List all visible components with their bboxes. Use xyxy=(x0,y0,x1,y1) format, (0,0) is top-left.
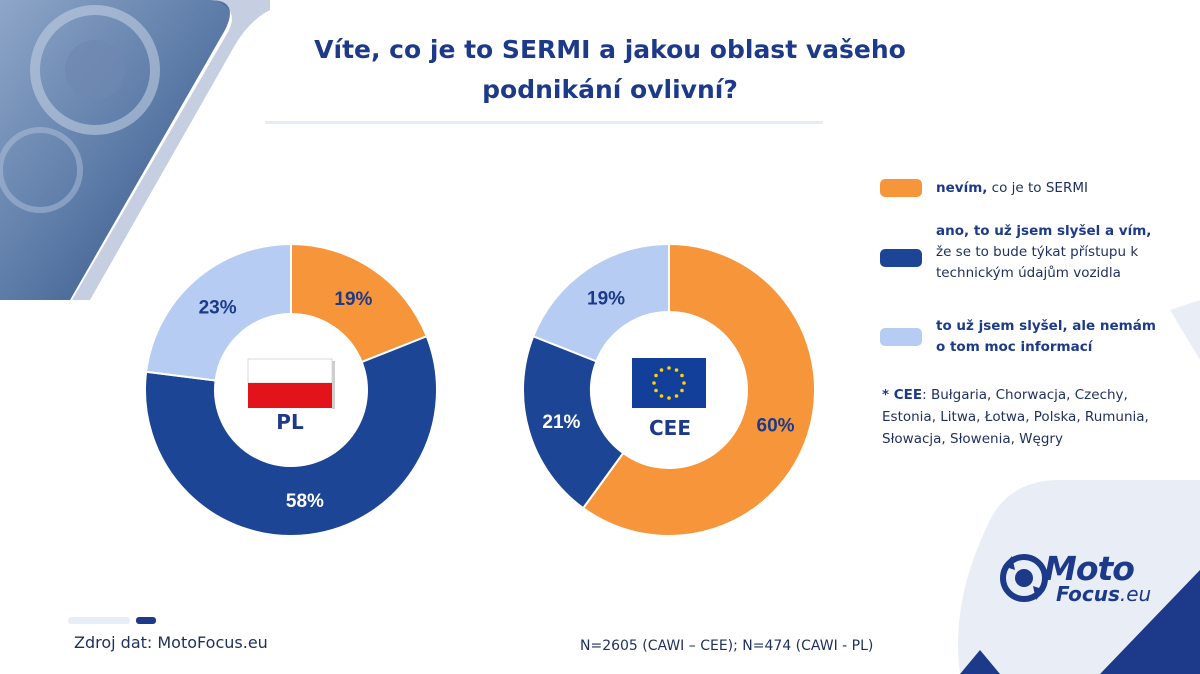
legend-label-rest: že se to bude týkat přístupu k technický… xyxy=(936,244,1139,281)
eu-star xyxy=(652,381,656,385)
eu-star xyxy=(654,388,658,393)
donut-slice-cee-1 xyxy=(522,334,625,510)
eu-star xyxy=(680,373,684,378)
eu-star xyxy=(659,368,664,372)
data-source: Zdroj dat: MotoFocus.eu xyxy=(74,633,268,652)
donut-slice-cee-2 xyxy=(531,242,670,363)
data-label-cee-2: 19% xyxy=(587,288,625,309)
donut-chart-pl: 19% 58% 23% xyxy=(144,242,438,537)
eu-star xyxy=(674,394,679,398)
eu-flag xyxy=(632,358,706,408)
legend-item-slysel: to už jsem slyšel, ale nemám o tom moc i… xyxy=(880,316,1156,358)
logo-text-moto: Moto xyxy=(1044,549,1135,588)
legend-swatch-dark-blue xyxy=(880,249,922,267)
eu-star xyxy=(654,373,658,378)
data-label-cee-0: 60% xyxy=(757,416,795,437)
legend-label-bold: to už jsem slyšel, ale nemám o tom moc i… xyxy=(936,318,1156,355)
cee-footnote-bold: * CEE xyxy=(882,387,923,403)
header-decoration xyxy=(0,0,270,300)
legend-label-bold: ano, to už jsem slyšel a vím, xyxy=(936,223,1152,239)
legend-item-nevim: nevím, co je to SERMI xyxy=(880,178,1156,199)
poland-flag xyxy=(247,358,335,409)
sample-size: N=2605 (CAWI – CEE); N=474 (CAWI - PL) xyxy=(580,638,874,654)
legend-swatch-light-blue xyxy=(880,328,922,346)
eu-star xyxy=(667,396,671,400)
logo-eu: .eu xyxy=(1119,582,1152,606)
cee-footnote: * CEE: Bułgaria, Chorwacja, Czechy, Esto… xyxy=(882,384,1172,450)
chart-title: Víte, co je to SERMI a jakou oblast vaše… xyxy=(314,35,906,104)
data-label-cee-1: 21% xyxy=(542,412,580,433)
data-label-pl-2: 23% xyxy=(199,298,237,319)
donut-slice-cee-0 xyxy=(581,242,816,537)
cee-footnote-text: : Bułgaria, Chorwacja, Czechy, Estonia, … xyxy=(882,387,1149,447)
legend-swatch-orange xyxy=(880,179,922,197)
legend-label-bold: nevím, xyxy=(936,180,988,196)
data-label-pl-1: 58% xyxy=(286,491,324,512)
eu-star xyxy=(682,381,686,385)
logo-text-focus: Focus.eu xyxy=(1056,582,1151,606)
eu-star xyxy=(667,366,671,370)
donut-slice-pl-0 xyxy=(290,242,429,364)
legend-label-rest: co je to SERMI xyxy=(987,180,1088,196)
eu-star xyxy=(680,388,684,393)
donut-slice-pl-2 xyxy=(145,242,292,382)
center-label-cee: CEE xyxy=(648,416,691,440)
chart-title-container: Víte, co je to SERMI a jakou oblast vaše… xyxy=(260,30,960,110)
logo-focus: Focus xyxy=(1056,582,1120,606)
data-label-pl-0: 19% xyxy=(334,289,372,310)
donut-chart-cee: 60% 21% 19% xyxy=(522,242,816,537)
eu-star xyxy=(659,394,664,398)
eu-star xyxy=(674,368,679,372)
center-label-pl: PL xyxy=(276,410,304,434)
title-divider xyxy=(265,121,823,124)
legend-item-ano: ano, to už jsem slyšel a vím, že se to b… xyxy=(880,221,1156,284)
donut-slice-pl-1 xyxy=(144,334,438,537)
